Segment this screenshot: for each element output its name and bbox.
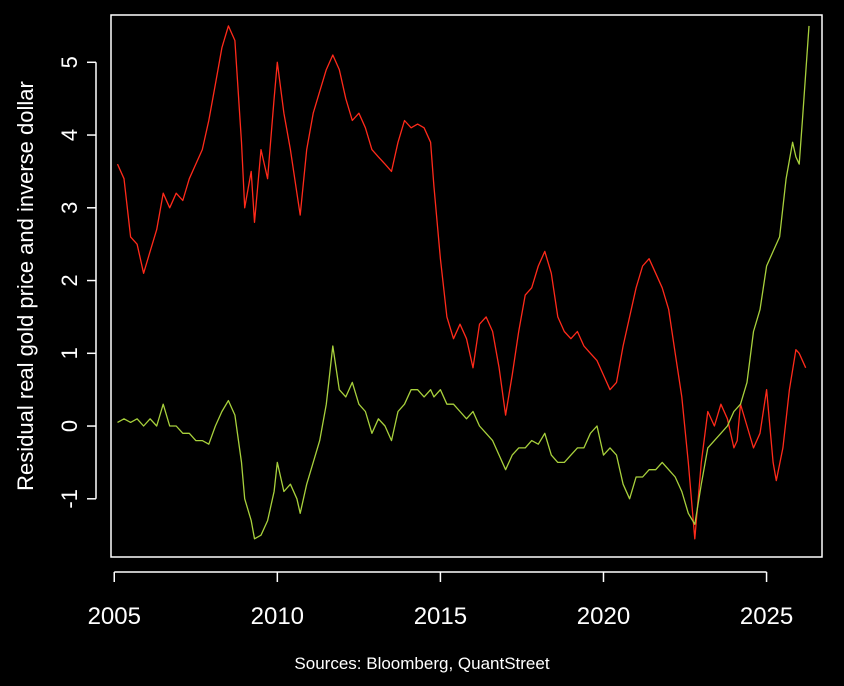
x-axis: 2005 2010 2015 2020 2025 (88, 571, 793, 630)
y-tick-label: 2 (57, 274, 82, 286)
y-tick-label: 5 (57, 56, 82, 68)
y-tick-label: 1 (57, 347, 82, 359)
series-line-2 (117, 25, 810, 540)
y-tick-label: 4 (57, 129, 82, 141)
y-tick-label: 0 (57, 420, 82, 432)
y-axis: -1 0 1 2 3 4 5 (57, 56, 97, 509)
x-tick-label: 2005 (88, 603, 141, 630)
x-tick-label: 2015 (414, 603, 467, 630)
x-tick-label: 2025 (740, 603, 793, 630)
y-tick-label: 3 (57, 202, 82, 214)
plot-frame (110, 14, 823, 558)
series-layer (116, 25, 810, 540)
y-tick-label: -1 (57, 489, 82, 509)
x-tick-label: 2020 (577, 603, 630, 630)
y-axis-label: Residual real gold price and inverse dol… (13, 81, 38, 491)
series-line-1 (116, 25, 807, 540)
x-tick-label: 2010 (251, 603, 304, 630)
source-caption: Sources: Bloomberg, QuantStreet (294, 654, 550, 673)
